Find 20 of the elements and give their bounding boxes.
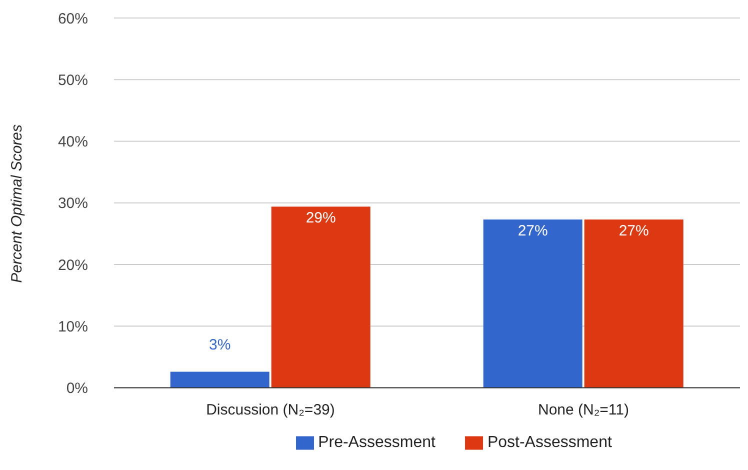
- data-label: 27%: [618, 222, 649, 240]
- data-label: 3%: [208, 336, 231, 354]
- y-tick-label: 10%: [58, 318, 88, 336]
- y-axis-title: Percent Optimal Scores: [8, 124, 26, 283]
- y-tick-label: 50%: [58, 72, 88, 89]
- data-label: 29%: [306, 210, 336, 227]
- y-tick-label: 40%: [58, 134, 88, 151]
- x-tick-label: None (N₂=11): [538, 401, 630, 418]
- y-tick-label: 30%: [58, 195, 88, 212]
- data-label: 27%: [518, 222, 548, 240]
- y-tick-label: 20%: [58, 256, 88, 274]
- bar: [584, 220, 684, 388]
- x-tick-label: Discussion (N₂=39): [206, 401, 335, 418]
- legend-label: Pre-Assessment: [318, 434, 436, 451]
- bar: [271, 206, 370, 388]
- legend-label: Post-Assessment: [487, 434, 612, 451]
- y-tick-label: 60%: [58, 10, 88, 28]
- bar: [170, 372, 270, 388]
- bar: [483, 220, 582, 388]
- y-tick-label: 0%: [66, 380, 88, 398]
